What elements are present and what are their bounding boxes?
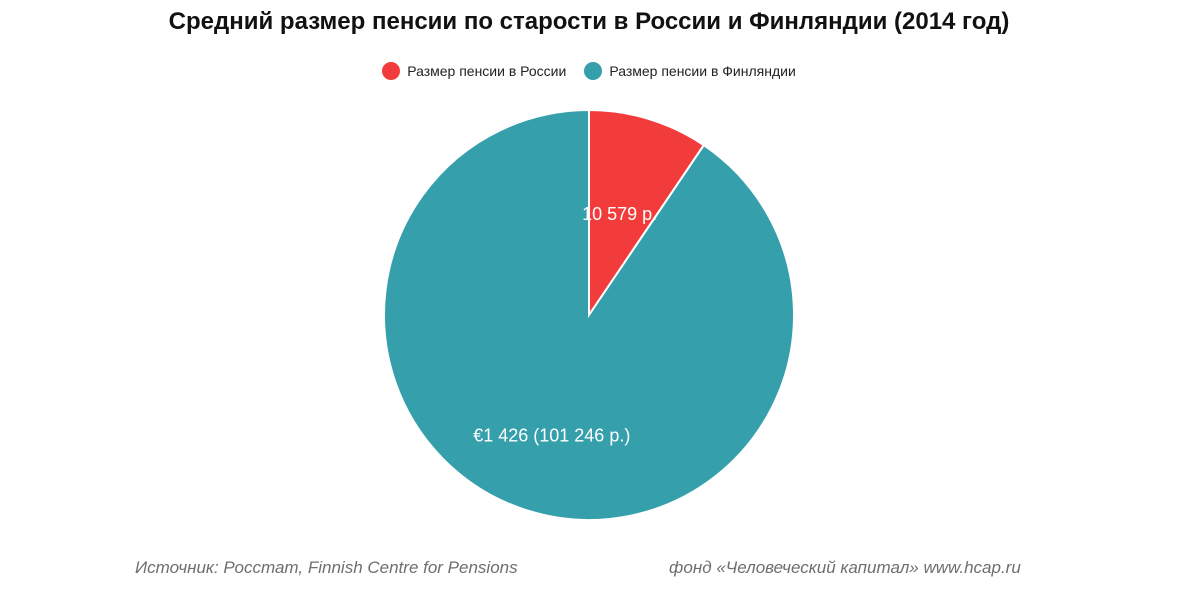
legend-swatch-finland xyxy=(584,62,603,80)
pie-slices xyxy=(383,108,795,521)
chart-title: Средний размер пенсии по старости в Росс… xyxy=(168,8,1010,35)
legend-item-finland[interactable]: Размер пенсии в Финляндии xyxy=(584,62,796,80)
pie-slice-finland[interactable] xyxy=(383,108,795,521)
credit-note: фонд «Человеческий капитал» www.hcap.ru xyxy=(669,558,1021,577)
legend-item-russia[interactable]: Размер пенсии в России xyxy=(382,62,566,80)
chart-legend: Размер пенсии в России Размер пенсии в Ф… xyxy=(0,62,1178,80)
source-note: Источник: Росстат, Finnish Centre for Pe… xyxy=(135,558,518,577)
pie-label-russia: 10 579 р. xyxy=(582,204,657,224)
legend-swatch-russia xyxy=(382,62,401,80)
pie-label-finland: €1 426 (101 246 р.) xyxy=(473,425,630,445)
pie-labels: 10 579 р. €1 426 (101 246 р.) xyxy=(473,204,657,445)
legend-label-russia: Размер пенсии в России xyxy=(407,63,567,79)
pie-slice-russia[interactable] xyxy=(588,108,706,319)
legend-label-finland: Размер пенсии в Финляндии xyxy=(609,63,796,79)
